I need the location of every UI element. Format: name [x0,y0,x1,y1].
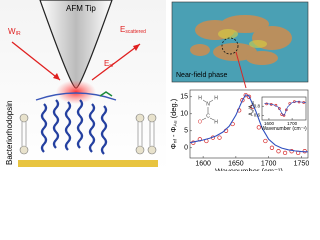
incident-label: WIR [8,27,21,37]
x-tick-label: 1600 [264,121,275,126]
atom-label: N [206,101,210,107]
x-tick-label: 1700 [287,121,298,126]
scattered-label: Escattered [120,25,146,35]
x-axis-label: Wavenumber (cm⁻¹) [215,166,283,171]
y-axis-label-part: Au [251,101,255,105]
atom-label: O [198,119,202,125]
data-point [282,114,286,117]
y-axis-label-part: A [249,112,255,116]
y-tick-label: 10 [180,111,188,118]
data-point [217,135,222,140]
y-axis-label-part: (deg.) [169,98,178,120]
y-tick-label: 0.6 [254,113,261,118]
y-axis-label-part: nf [251,110,255,113]
data-point [289,149,294,154]
y-axis-label-part: nf [173,138,179,143]
y-tick-label: 15 [180,94,188,101]
fit-line [189,94,309,153]
y-axis-label-part: Φ [169,143,178,149]
substrate [18,160,158,167]
schematic: AFM Tip WIR Escattered Enf Bacteriorhodo… [0,0,166,171]
arrowhead [133,44,140,51]
x-axis-label: Wavenumber (cm⁻¹) [261,126,307,132]
data-point [240,98,245,103]
y-axis-label-part: Au [173,120,179,126]
x-tick-label: 1700 [261,160,277,167]
fit-line [264,101,307,116]
bonds [201,99,215,121]
y-axis-label-part: /A [249,104,255,109]
y-tick-label: 5 [184,128,188,135]
data-point [246,94,252,99]
charts: 1600 1650 1700 1750 0 5 10 15 Wavenumber (cm⁻¹) Φ… [169,89,310,175]
arrowhead [53,73,60,80]
chart: 1600 1700 0.6 0.8 Wavenumber (cm⁻¹) Anf/AAu [249,96,307,132]
incident-beam [11,41,61,81]
y-axis-label-part: - Φ [169,126,178,139]
pointer-arrow [235,51,247,89]
data-point [269,145,275,150]
phase-image: Near-field phase [171,1,309,89]
protein [35,92,117,155]
y-axis-label: Anf/AAu [249,101,255,116]
figure: AFM Tip WIR Escattered Enf Bacteriorhodo… [0,0,310,175]
y-tick-label: 0 [184,145,188,152]
data-point [276,149,281,154]
x-tick-label: 1750 [294,160,310,167]
data-point [282,150,288,156]
atom-label: H [198,95,202,101]
data-point [263,138,268,144]
near-field-glow [56,80,96,104]
membrane [19,113,157,155]
atom-label: C [206,113,210,119]
y-axis-label: Φnf - ΦAu (deg.) [169,98,179,149]
atom-label: H [214,95,218,101]
scattered-beam [91,43,141,81]
tip-label: AFM Tip [66,4,96,13]
data-point [256,125,261,130]
y-tick-label: 0.8 [254,103,261,108]
image-label: Near-field phase [176,72,227,79]
x-tick-label: 1600 [195,160,211,167]
retinal [99,91,113,97]
near-field-label: Enf [104,59,114,69]
x-tick-label: 1650 [228,160,244,167]
protein-label: Bacteriorhodopsin [5,101,14,165]
atom-label: H [214,119,218,125]
